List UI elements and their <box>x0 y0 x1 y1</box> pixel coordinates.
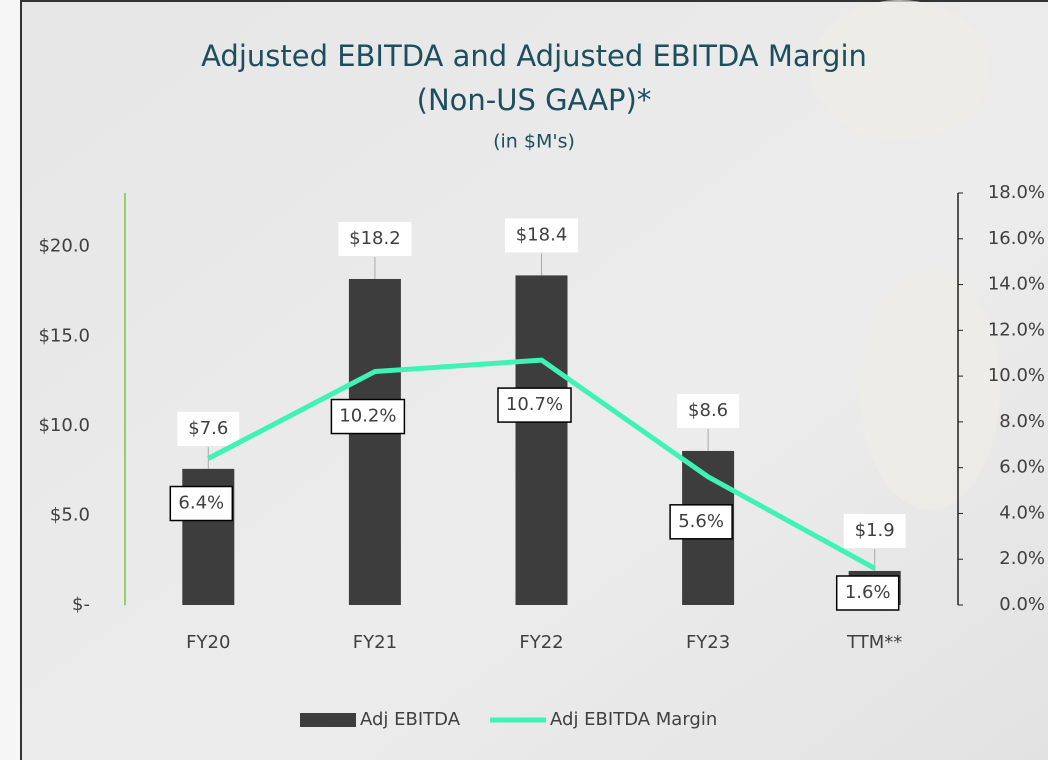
page: Adjusted EBITDA and Adjusted EBITDA Marg… <box>0 0 1048 760</box>
y-tick-label: $20.0 <box>38 236 90 257</box>
y2-tick-label: 2.0% <box>999 548 1045 569</box>
line-value-label: 10.7% <box>506 394 563 415</box>
bar <box>349 279 401 605</box>
legend-label: Adj EBITDA Margin <box>550 709 717 730</box>
unit-note: (in $M's) <box>493 131 575 153</box>
chart-subtitle: (Non-US GAAP)* <box>417 83 652 117</box>
line-value-label: 10.2% <box>339 406 396 427</box>
y2-tick-label: 14.0% <box>988 274 1045 295</box>
y2-tick-label: 10.0% <box>988 365 1045 386</box>
bar-value-label: $7.6 <box>188 418 228 439</box>
y-tick-label: $5.0 <box>50 504 90 525</box>
y2-tick-label: 4.0% <box>999 502 1045 523</box>
y-tick-label: $- <box>72 594 90 615</box>
y-tick-label: $10.0 <box>38 415 90 436</box>
y2-tick-label: 6.0% <box>999 457 1045 478</box>
chart-title: Adjusted EBITDA and Adjusted EBITDA Marg… <box>201 39 867 73</box>
x-tick-label: FY21 <box>353 632 397 653</box>
bar-value-label: $8.6 <box>688 400 728 421</box>
bar-value-label: $18.2 <box>349 228 401 249</box>
decor-pill <box>860 270 1000 510</box>
y2-tick-label: 8.0% <box>999 411 1045 432</box>
line-value-label: 1.6% <box>845 582 891 603</box>
y2-tick-label: 12.0% <box>988 319 1045 340</box>
y2-tick-label: 16.0% <box>988 228 1045 249</box>
y2-tick-label: 18.0% <box>988 182 1045 203</box>
bar-value-label: $1.9 <box>855 520 895 541</box>
x-tick-label: FY20 <box>186 632 230 653</box>
x-tick-label: FY22 <box>519 632 563 653</box>
chart: Adjusted EBITDA and Adjusted EBITDA Marg… <box>0 0 1048 760</box>
line-value-label: 6.4% <box>178 493 224 514</box>
x-tick-label: TTM** <box>846 632 902 653</box>
bar-value-label: $18.4 <box>516 224 568 245</box>
legend-swatch <box>300 713 356 727</box>
line-value-label: 5.6% <box>678 511 724 532</box>
y-tick-label: $15.0 <box>38 325 90 346</box>
y2-tick-label: 0.0% <box>999 594 1045 615</box>
bar <box>516 275 568 605</box>
legend-label: Adj EBITDA <box>360 709 461 730</box>
x-tick-label: FY23 <box>686 632 730 653</box>
